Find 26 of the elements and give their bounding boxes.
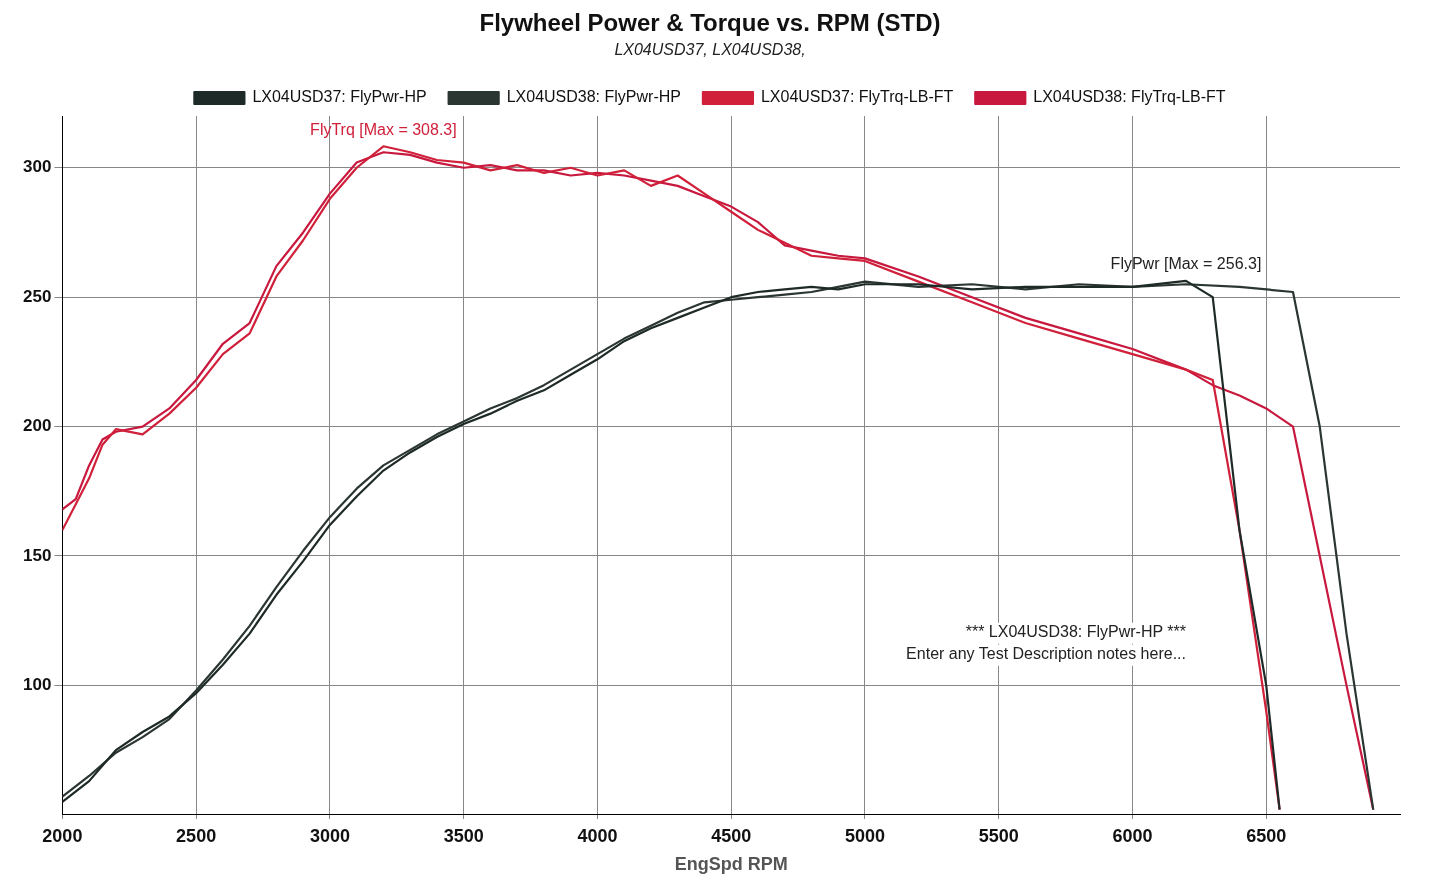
x-tick-label: 6500 xyxy=(1246,825,1287,846)
x-tick-label: 3500 xyxy=(443,825,484,846)
chart-title: Flywheel Power & Torque vs. RPM (STD) xyxy=(479,9,941,37)
x-tick-label: 3000 xyxy=(309,825,350,846)
legend-label: LX04USD38: FlyPwr-HP xyxy=(506,88,681,106)
annotation: FlyPwr [Max = 256.3] xyxy=(1110,255,1262,273)
y-tick-label: 150 xyxy=(22,545,52,565)
x-tick-label: 4500 xyxy=(711,825,752,846)
y-tick-label: 100 xyxy=(22,675,52,695)
x-tick-label: 6000 xyxy=(1112,825,1153,846)
legend-label: LX04USD37: FlyPwr-HP xyxy=(252,88,427,106)
x-tick-label: 4000 xyxy=(577,825,618,846)
chart-subtitle: LX04USD37, LX04USD38, xyxy=(614,40,806,58)
legend-label: LX04USD38: FlyTrq-LB-FT xyxy=(1033,88,1226,106)
x-tick-label: 2500 xyxy=(176,825,217,846)
x-tick-label: 5000 xyxy=(844,825,885,846)
annotation: Enter any Test Description notes here... xyxy=(906,645,1186,663)
x-tick-label: 5500 xyxy=(978,825,1019,846)
x-tick-label: 2000 xyxy=(42,825,83,846)
annotation: *** LX04USD38: FlyPwr-HP *** xyxy=(965,623,1186,641)
x-axis-title: EngSpd RPM xyxy=(674,854,788,875)
y-tick-label: 250 xyxy=(22,286,52,306)
annotation: FlyTrq [Max = 308.3] xyxy=(310,120,457,138)
y-tick-label: 200 xyxy=(22,416,52,436)
legend-label: LX04USD37: FlyTrq-LB-FT xyxy=(760,88,954,106)
y-tick-label: 300 xyxy=(22,157,52,177)
